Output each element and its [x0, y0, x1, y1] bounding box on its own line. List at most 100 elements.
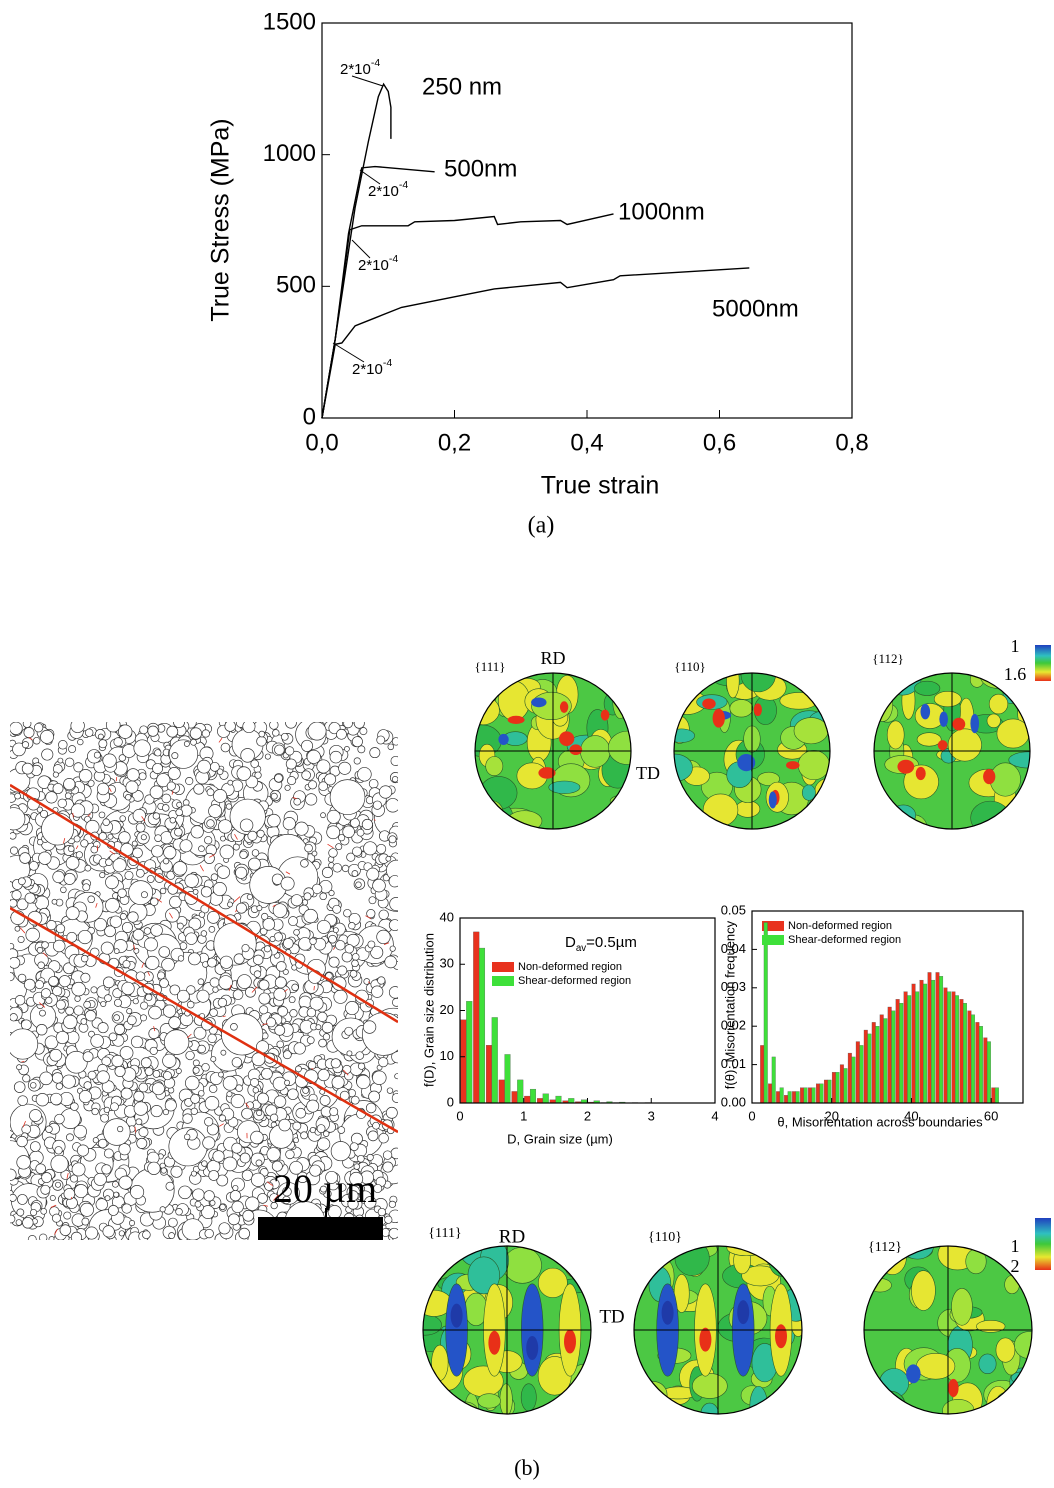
bar: [461, 1020, 467, 1103]
bar: [872, 1022, 876, 1103]
colorbar-label: 1.6: [1004, 664, 1027, 684]
grain: [202, 1161, 208, 1167]
bar: [530, 1089, 536, 1103]
annotation-arrow: [360, 170, 380, 184]
pole-peak: [939, 711, 948, 726]
grain: [389, 1228, 399, 1238]
legend-label: Shear-deformed region: [788, 934, 901, 946]
pole-contour: [911, 1271, 935, 1311]
pole-contour: [478, 1394, 501, 1409]
pole-label: {111}: [428, 1226, 461, 1241]
grain: [253, 955, 263, 965]
grain: [146, 956, 159, 969]
grain: [225, 721, 236, 732]
grain: [352, 960, 359, 967]
grain: [304, 909, 318, 923]
grain: [372, 1071, 386, 1085]
data-line: [322, 268, 749, 418]
grain: [23, 1075, 30, 1082]
pole-contour: [467, 696, 500, 725]
annotation-sub: av: [576, 943, 586, 954]
grain: [271, 793, 277, 799]
grain: [51, 1155, 68, 1172]
grain: [367, 1154, 373, 1160]
grain: [59, 975, 70, 986]
grain: [163, 1109, 169, 1115]
grain: [383, 1151, 392, 1160]
pole-core: [488, 1331, 500, 1355]
series-label: 250 nm: [422, 73, 502, 100]
grain: [35, 896, 48, 909]
grain: [231, 1094, 244, 1107]
bar: [556, 1096, 562, 1103]
annotation: 2*10-4: [352, 357, 392, 378]
grain: [273, 904, 287, 918]
grain: [373, 1122, 380, 1129]
grain: [12, 890, 21, 899]
bar: [979, 1026, 983, 1103]
grain: [327, 826, 340, 839]
x-tick-label: 3: [648, 1109, 655, 1124]
grain: [125, 794, 131, 800]
pole-contour: [538, 1268, 567, 1298]
bar: [505, 1054, 511, 1103]
pole-figure: [410, 1231, 598, 1430]
grain: [241, 749, 255, 763]
grain: [36, 1164, 46, 1174]
grain: [66, 907, 79, 920]
grain: [310, 938, 317, 945]
grain: [270, 936, 275, 941]
grain: [155, 750, 162, 757]
grain: [197, 990, 209, 1002]
bar: [939, 976, 943, 1103]
grain: [362, 819, 372, 829]
grain: [281, 733, 288, 740]
grain: [210, 762, 219, 771]
grain: [232, 1057, 242, 1067]
grain: [256, 1160, 262, 1166]
grain: [366, 1103, 376, 1113]
grain: [243, 1210, 254, 1221]
colorbar-label: 2: [1011, 1256, 1020, 1276]
bar: [920, 980, 924, 1103]
grain: [352, 953, 359, 960]
pole-contour: [554, 1401, 591, 1413]
grain: [263, 918, 275, 930]
pole-contour: [1021, 1372, 1038, 1388]
grain: [15, 995, 25, 1005]
grain: [230, 1190, 241, 1201]
pole-peak: [920, 704, 930, 720]
grain: [141, 835, 146, 840]
grain: [254, 971, 261, 978]
grain: [167, 726, 178, 737]
grain: [198, 1045, 206, 1053]
pole-figure: [624, 1239, 811, 1426]
grain: [34, 723, 43, 732]
grain: [342, 865, 349, 872]
grain: [155, 835, 162, 842]
y-tick-label: 0.05: [721, 902, 746, 917]
grain: [284, 1080, 289, 1085]
grain: [213, 789, 226, 802]
grain: [317, 920, 330, 933]
annotation-text: 2*10: [368, 183, 399, 200]
grain: [133, 929, 144, 940]
grain: [378, 977, 386, 985]
grain: [248, 858, 260, 870]
bar: [992, 1088, 996, 1103]
grain: [50, 1195, 55, 1200]
grain: [5, 1169, 16, 1180]
grain: [10, 847, 17, 854]
bar: [486, 1045, 492, 1103]
grain: [247, 894, 252, 899]
grain: [148, 726, 158, 736]
grain: [6, 973, 14, 981]
grain: [105, 859, 112, 866]
pole-contour: [464, 1393, 479, 1431]
grain: [65, 793, 71, 799]
grain: [113, 859, 126, 872]
grain: [163, 1005, 175, 1017]
grain: [351, 1096, 359, 1104]
grain: [137, 1138, 147, 1148]
pole-peak: [983, 769, 995, 784]
